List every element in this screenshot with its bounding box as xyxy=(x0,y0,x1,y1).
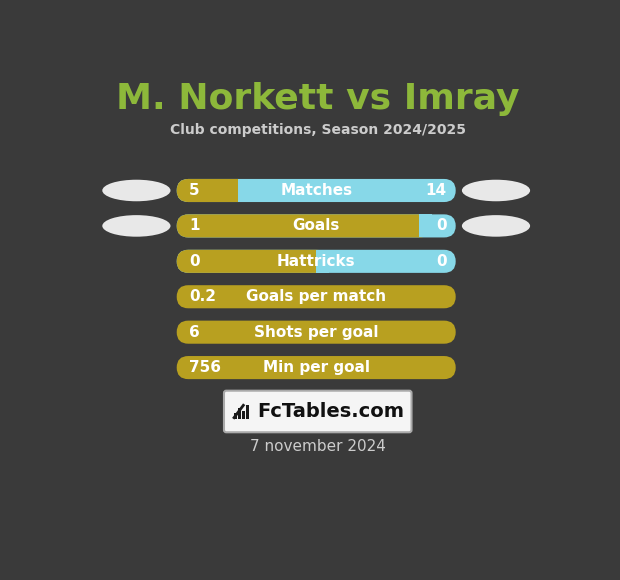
FancyBboxPatch shape xyxy=(177,179,456,202)
FancyBboxPatch shape xyxy=(177,179,250,202)
FancyBboxPatch shape xyxy=(177,215,431,237)
Ellipse shape xyxy=(102,215,170,237)
Text: M. Norkett vs Imray: M. Norkett vs Imray xyxy=(116,82,520,116)
Text: 0: 0 xyxy=(189,254,200,269)
FancyBboxPatch shape xyxy=(177,250,328,273)
Text: 756: 756 xyxy=(189,360,221,375)
FancyBboxPatch shape xyxy=(177,250,456,273)
Text: 0: 0 xyxy=(436,254,446,269)
Bar xyxy=(316,250,329,273)
Bar xyxy=(238,408,241,419)
Text: 0.2: 0.2 xyxy=(189,289,216,304)
Text: Goals per match: Goals per match xyxy=(246,289,386,304)
Text: 1: 1 xyxy=(189,219,200,233)
Bar xyxy=(419,215,432,237)
FancyBboxPatch shape xyxy=(224,391,412,432)
Text: Club competitions, Season 2024/2025: Club competitions, Season 2024/2025 xyxy=(170,122,466,137)
FancyBboxPatch shape xyxy=(177,321,456,344)
Bar xyxy=(234,413,237,419)
Ellipse shape xyxy=(462,215,530,237)
Bar xyxy=(242,411,245,419)
Text: 0: 0 xyxy=(436,219,446,233)
Text: 7 november 2024: 7 november 2024 xyxy=(250,440,386,454)
Text: Goals: Goals xyxy=(293,219,340,233)
Text: 5: 5 xyxy=(189,183,200,198)
FancyBboxPatch shape xyxy=(177,285,456,309)
FancyBboxPatch shape xyxy=(177,356,456,379)
Text: Min per goal: Min per goal xyxy=(263,360,370,375)
Bar xyxy=(246,405,249,419)
Ellipse shape xyxy=(462,180,530,201)
Ellipse shape xyxy=(102,180,170,201)
Text: Matches: Matches xyxy=(280,183,352,198)
Text: FcTables.com: FcTables.com xyxy=(257,402,404,421)
FancyBboxPatch shape xyxy=(177,215,456,237)
Text: Shots per goal: Shots per goal xyxy=(254,325,378,340)
Text: 14: 14 xyxy=(425,183,446,198)
Bar xyxy=(238,179,250,202)
Text: 6: 6 xyxy=(189,325,200,340)
Text: Hattricks: Hattricks xyxy=(277,254,355,269)
